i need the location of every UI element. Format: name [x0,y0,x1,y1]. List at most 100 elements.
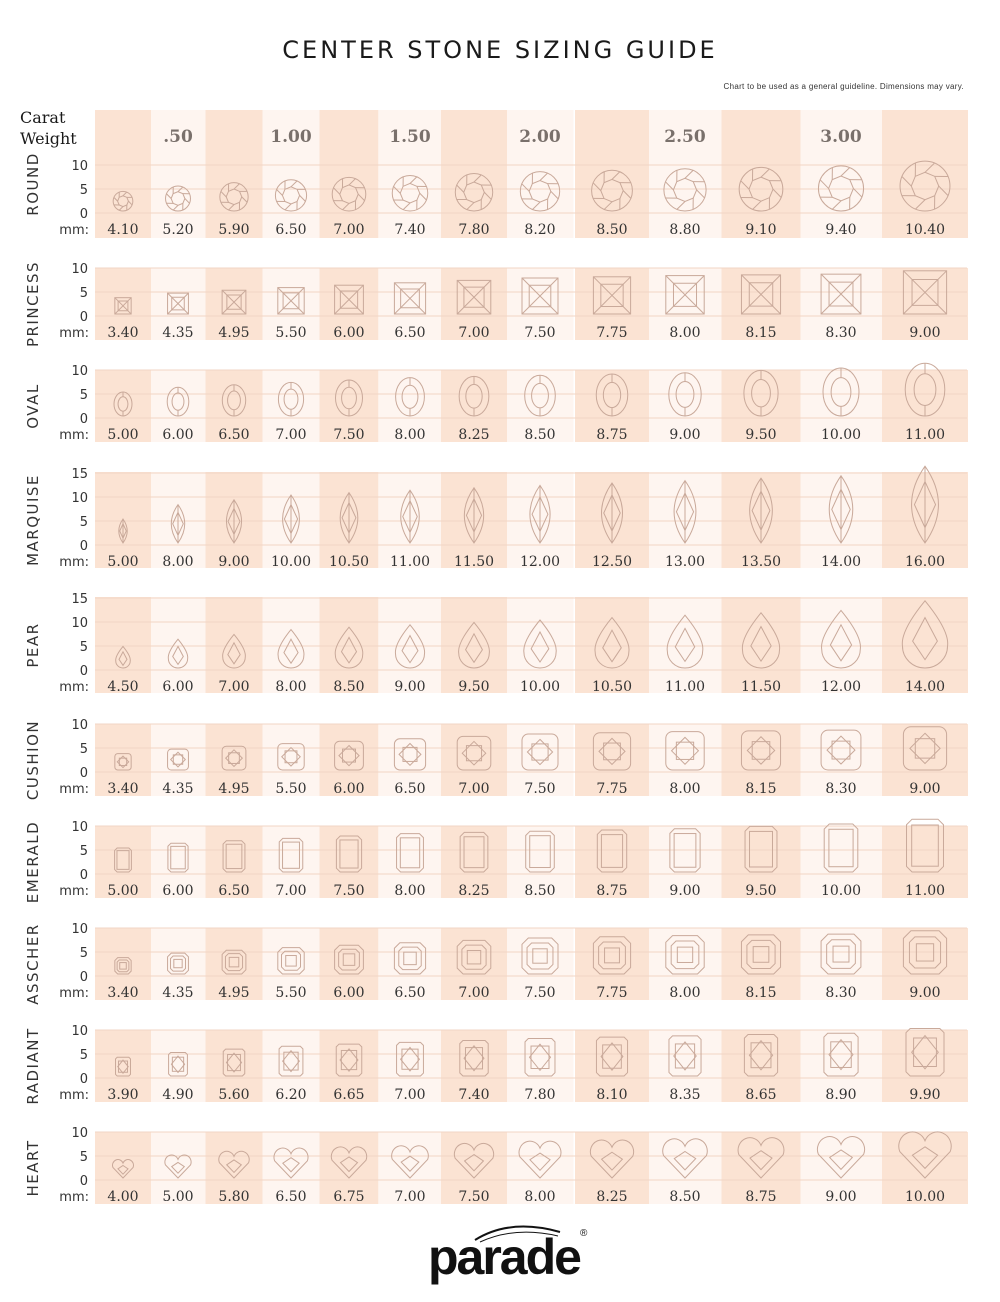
column-band [800,110,882,238]
column-band [379,268,441,340]
heart-cut-icon [218,1150,250,1179]
oval-cut-icon [822,367,860,417]
oval-cut-icon [335,379,363,417]
mm-value: 16.00 [905,554,945,570]
heart-cut-icon [391,1145,429,1179]
mm-value: 6.20 [275,1087,306,1103]
mm-value: 8.00 [394,883,425,899]
scale-tick-label: 10 [71,1126,88,1141]
princess-cut-icon [665,275,705,315]
scale-tick-label: 0 [80,1072,88,1087]
column-band [647,370,723,442]
scale-tick-label: 5 [80,640,88,655]
oval-cut-icon [277,381,305,417]
mm-value: 8.25 [596,1189,627,1205]
round-cut-icon [391,174,429,212]
scale-tick-label: 10 [71,616,88,631]
column-band [721,1030,801,1102]
round-cut-icon [817,165,865,212]
column-band [95,1030,151,1102]
mm-label: mm: [59,782,89,797]
mm-label: mm: [59,428,89,443]
asscher-cut-icon [221,949,247,975]
pear-cut-icon [821,609,861,669]
mm-value: 4.95 [218,985,249,1001]
mm-label: mm: [59,680,89,695]
shape-name-label: ASSCHER [24,923,42,1004]
column-band [319,597,379,693]
mm-value: 8.00 [394,427,425,443]
column-band [800,597,882,693]
column-band [205,370,263,442]
princess-cut-icon [114,297,132,315]
shape-name-label: PEAR [24,622,42,667]
shape-section-cushion: 10 5 0 CUSHION mm: 3.40 4.35 4.95 5.50 6.00 6.50 7.… [24,718,968,800]
shape-name-label: ROUND [24,152,42,215]
mm-value: 7.50 [458,1189,489,1205]
shape-name-label: PRINCESS [24,261,42,347]
scale-tick-label: 5 [80,946,88,961]
princess-cut-icon [521,277,559,315]
cushion-cut-icon [521,733,559,771]
radiant-cut-icon [743,1033,779,1077]
column-band [95,724,151,796]
mm-value: 9.00 [825,1189,856,1205]
marquise-cut-icon [463,486,485,544]
mm-value: 10.00 [821,883,861,899]
heart-cut-icon [518,1140,562,1179]
column-band [882,110,968,238]
emerald-cut-icon [906,818,944,873]
shape-section-emerald: 10 5 0 EMERALD mm: 5.00 6.00 6.50 7.00 7.50 8.00 8.… [24,818,968,903]
radiant-cut-icon [396,1041,424,1077]
mm-value: 6.00 [333,325,364,341]
mm-value: 8.50 [596,222,627,238]
mm-value: 13.00 [665,554,705,570]
marquise-cut-icon [828,474,854,544]
mm-value: 6.00 [333,781,364,797]
column-band [150,928,206,1000]
mm-value: 12.00 [520,554,560,570]
mm-label: mm: [59,326,89,341]
mm-value: 7.80 [458,222,489,238]
mm-value: 11.50 [454,554,494,570]
scale-tick-label: 0 [80,412,88,427]
column-band [205,597,263,693]
column-band [205,826,263,898]
mm-value: 5.20 [162,222,193,238]
shape-section-radiant: 10 5 0 RADIANT mm: 3.90 4.90 5.60 6.20 6.65 7.00 7.… [24,1024,968,1105]
mm-value: 8.65 [745,1087,776,1103]
princess-cut-icon [167,292,189,315]
page-title: CENTER STONE SIZING GUIDE [282,36,718,64]
column-band [506,1132,574,1204]
round-cut-icon [519,171,561,212]
shape-section-heart: 10 5 0 HEART mm: 4.00 5.00 5.80 6.50 6.75 7.00 7.50… [24,1126,968,1205]
mm-value: 8.00 [162,554,193,570]
pear-cut-icon [277,628,305,669]
mm-value: 9.40 [825,222,856,238]
column-band [205,724,263,796]
heart-cut-icon [330,1146,368,1179]
radiant-cut-icon [595,1036,629,1077]
parade-logo: parade® [428,1228,587,1286]
scale-tick-label: 5 [80,1150,88,1165]
column-band [95,597,151,693]
scale-tick-label: 0 [80,539,88,554]
radiant-cut-icon [335,1043,363,1077]
column-band [647,928,723,1000]
mm-value: 8.00 [275,679,306,695]
mm-value: 9.00 [394,679,425,695]
column-band [647,1132,723,1204]
marquise-cut-icon [400,489,420,544]
column-band [721,826,801,898]
mm-value: 9.00 [218,554,249,570]
column-band [150,110,206,238]
mm-value: 7.50 [524,985,555,1001]
column-band [882,826,968,898]
column-band [319,928,379,1000]
radiant-cut-icon [524,1038,556,1077]
mm-value: 5.00 [107,427,138,443]
princess-cut-icon [221,289,247,315]
column-band [262,1132,320,1204]
scale-tick-label: 10 [71,1024,88,1039]
shape-name-label: RADIANT [24,1027,42,1104]
